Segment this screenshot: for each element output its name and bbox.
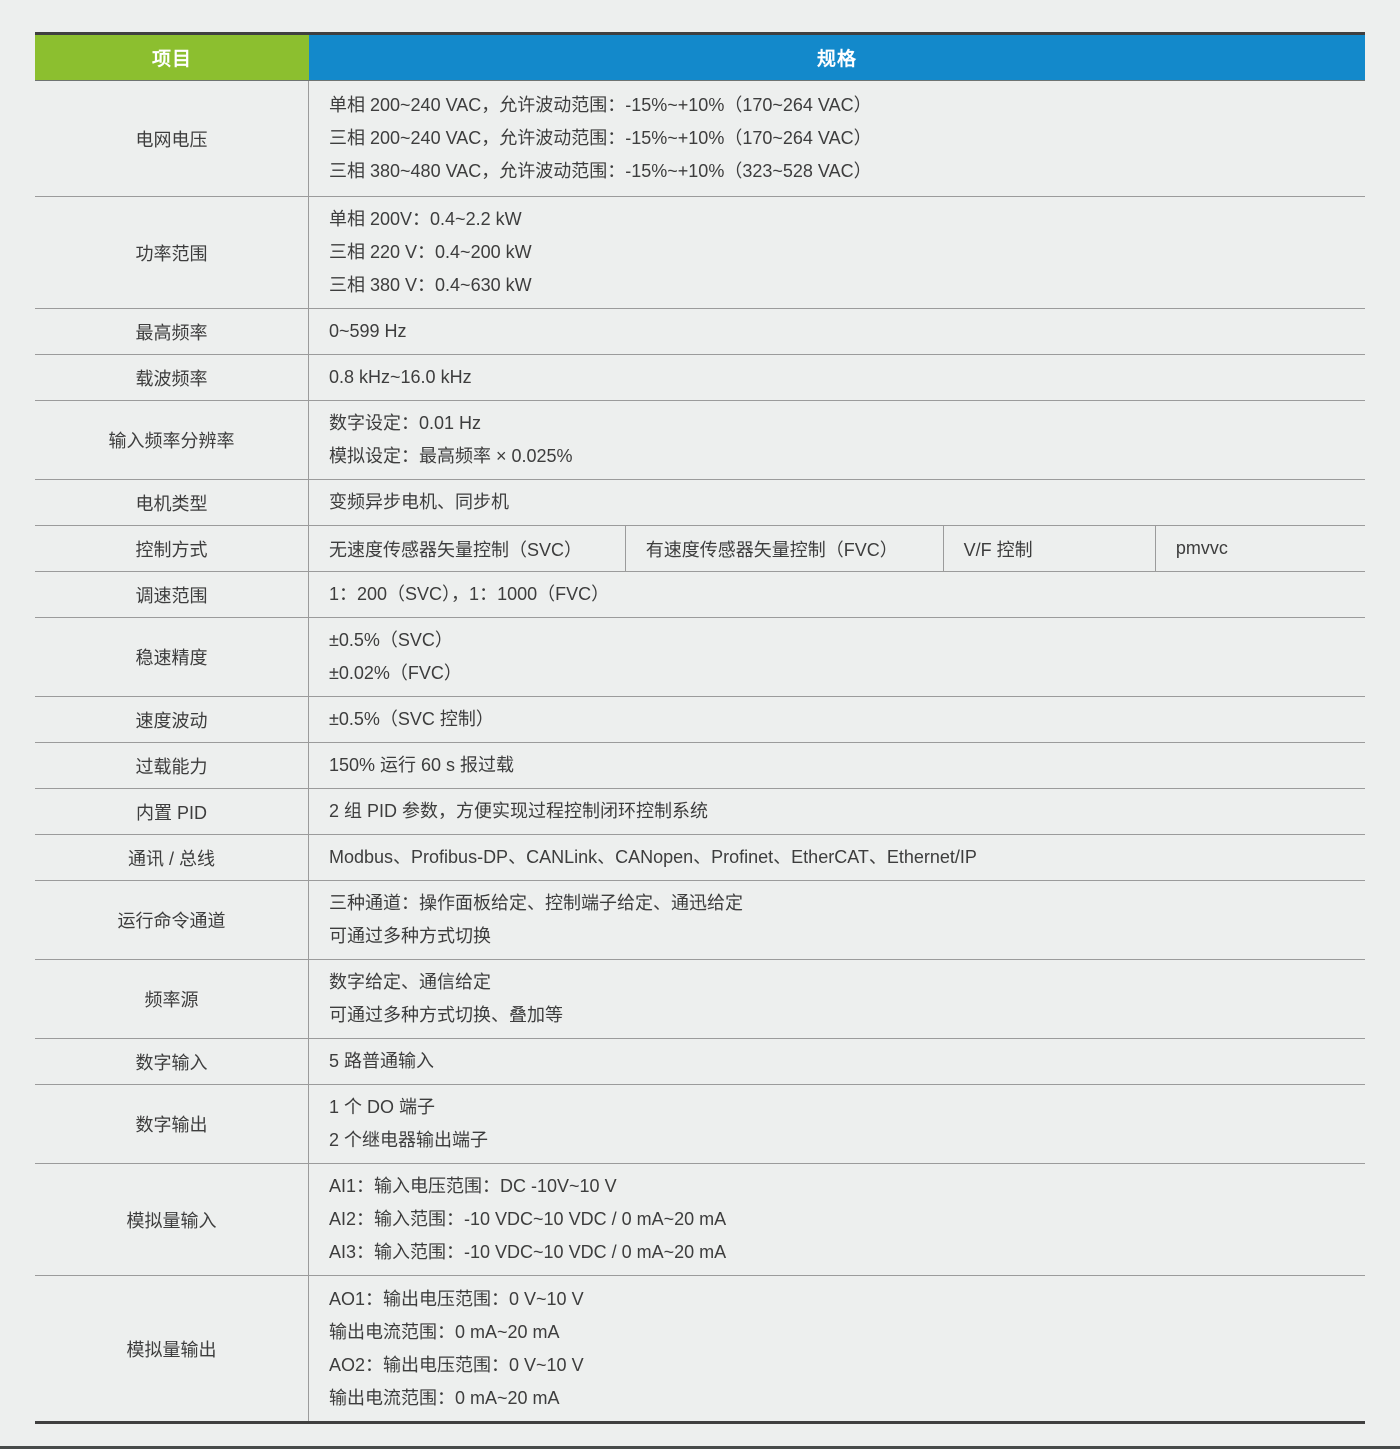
table-row-digital-input: 数字输入 5 路普通输入: [35, 1038, 1365, 1084]
table-row-analog-input: 模拟量输入 AI1：输入电压范围：DC -10V~10 V AI2：输入范围：-…: [35, 1163, 1365, 1275]
row-value: Modbus、Profibus-DP、CANLink、CANopen、Profi…: [309, 835, 1365, 880]
table-row-control-mode: 控制方式 无速度传感器矢量控制（SVC） 有速度传感器矢量控制（FVC） V/F…: [35, 525, 1365, 571]
row-value: ±0.5%（SVC 控制）: [309, 697, 1365, 742]
spec-line: 输出电流范围：0 mA~20 mA: [329, 1321, 560, 1342]
table-row-grid-voltage: 电网电压 单相 200~240 VAC，允许波动范围：-15%~+10%（170…: [35, 81, 1365, 196]
table-row-max-frequency: 最高频率 0~599 Hz: [35, 308, 1365, 354]
spec-line: 三相 200~240 VAC，允许波动范围：-15%~+10%（170~264 …: [329, 128, 872, 148]
row-value: 单相 200V：0.4~2.2 kW 三相 220 V：0.4~200 kW 三…: [309, 197, 1365, 308]
control-mode-cell-fvc: 有速度传感器矢量控制（FVC）: [624, 526, 943, 571]
row-value: 单相 200~240 VAC，允许波动范围：-15%~+10%（170~264 …: [309, 81, 1365, 196]
spec-line: 1：200（SVC），1：1000（FVC）: [329, 584, 610, 604]
row-value: 无速度传感器矢量控制（SVC） 有速度传感器矢量控制（FVC） V/F 控制 p…: [309, 526, 1365, 571]
spec-line: 三相 380~480 VAC，允许波动范围：-15%~+10%（323~528 …: [329, 161, 872, 181]
row-value: 三种通道：操作面板给定、控制端子给定、通迅给定 可通过多种方式切换: [309, 881, 1365, 959]
spec-line: AI1：输入电压范围：DC -10V~10 V: [329, 1176, 617, 1196]
spec-line: AO1：输出电压范围：0 V~10 V: [329, 1288, 584, 1309]
row-value: AI1：输入电压范围：DC -10V~10 V AI2：输入范围：-10 VDC…: [309, 1164, 1365, 1275]
spec-column-header: 规格: [309, 35, 1365, 80]
spec-line: 输出电流范围：0 mA~20 mA: [329, 1387, 560, 1408]
spec-line: 1 个 DO 端子: [329, 1097, 436, 1117]
spec-line: 5 路普通输入: [329, 1051, 435, 1071]
row-label: 速度波动: [35, 697, 309, 742]
row-label: 功率范围: [35, 197, 309, 308]
spec-line: Modbus、Profibus-DP、CANLink、CANopen、Profi…: [329, 847, 977, 867]
table-row-communication-bus: 通讯 / 总线 Modbus、Profibus-DP、CANLink、CANop…: [35, 834, 1365, 880]
item-column-header: 项目: [35, 35, 309, 80]
spec-line: 单相 200V：0.4~2.2 kW: [329, 209, 522, 229]
spec-line: ±0.5%（SVC）: [329, 630, 453, 650]
row-label: 数字输出: [35, 1085, 309, 1163]
table-row-carrier-frequency: 载波频率 0.8 kHz~16.0 kHz: [35, 354, 1365, 400]
table-header-row: 项目 规格: [35, 35, 1365, 81]
spec-line: 150% 运行 60 s 报过载: [329, 755, 515, 775]
row-value: 0~599 Hz: [309, 309, 1365, 354]
control-mode-cell-svc: 无速度传感器矢量控制（SVC）: [329, 539, 583, 560]
row-value: 数字给定、通信给定 可通过多种方式切换、叠加等: [309, 960, 1365, 1038]
row-label: 输入频率分辨率: [35, 401, 309, 479]
row-label: 电机类型: [35, 480, 309, 525]
row-label: 内置 PID: [35, 789, 309, 834]
spec-line: 可通过多种方式切换: [329, 926, 491, 946]
spec-line: 2 个继电器输出端子: [329, 1130, 489, 1150]
table-row-analog-output: 模拟量输出 AO1：输出电压范围：0 V~10 V 输出电流范围：0 mA~20…: [35, 1275, 1365, 1421]
row-value: 数字设定：0.01 Hz 模拟设定：最高频率 × 0.025%: [309, 401, 1365, 479]
row-value: 2 组 PID 参数，方便实现过程控制闭环控制系统: [309, 789, 1365, 834]
spec-line: ±0.5%（SVC 控制）: [329, 709, 494, 729]
spec-line: 三相 380 V：0.4~630 kW: [329, 275, 532, 295]
row-label: 电网电压: [35, 81, 309, 196]
table-row-builtin-pid: 内置 PID 2 组 PID 参数，方便实现过程控制闭环控制系统: [35, 788, 1365, 834]
table-row-motor-type: 电机类型 变频异步电机、同步机: [35, 479, 1365, 525]
spec-line: 变频异步电机、同步机: [329, 492, 509, 512]
spec-line: 2 组 PID 参数，方便实现过程控制闭环控制系统: [329, 801, 709, 821]
spec-line: 0.8 kHz~16.0 kHz: [329, 367, 472, 387]
table-row-speed-fluctuation: 速度波动 ±0.5%（SVC 控制）: [35, 696, 1365, 742]
spec-line: 模拟设定：最高频率 × 0.025%: [329, 446, 573, 466]
row-value: 0.8 kHz~16.0 kHz: [309, 355, 1365, 400]
row-label: 稳速精度: [35, 618, 309, 696]
table-row-input-freq-resolution: 输入频率分辨率 数字设定：0.01 Hz 模拟设定：最高频率 × 0.025%: [35, 400, 1365, 479]
row-value: 150% 运行 60 s 报过载: [309, 743, 1365, 788]
control-mode-cell-pmvvc: pmvvc: [1154, 526, 1365, 571]
spec-table: 项目 规格 电网电压 单相 200~240 VAC，允许波动范围：-15%~+1…: [35, 32, 1365, 1424]
row-value: 变频异步电机、同步机: [309, 480, 1365, 525]
control-mode-cell-vf: V/F 控制: [942, 526, 1155, 571]
spec-line: 三相 220 V：0.4~200 kW: [329, 242, 532, 262]
spec-line: 数字设定：0.01 Hz: [329, 413, 482, 433]
spec-line: 数字给定、通信给定: [329, 972, 491, 992]
row-label: 频率源: [35, 960, 309, 1038]
row-value: 1 个 DO 端子 2 个继电器输出端子: [309, 1085, 1365, 1163]
row-label: 数字输入: [35, 1039, 309, 1084]
spec-line: 单相 200~240 VAC，允许波动范围：-15%~+10%（170~264 …: [329, 95, 872, 115]
row-label: 载波频率: [35, 355, 309, 400]
spec-line: 可通过多种方式切换、叠加等: [329, 1005, 563, 1025]
spec-line: 0~599 Hz: [329, 321, 407, 341]
row-label: 控制方式: [35, 526, 309, 571]
table-row-overload-capacity: 过载能力 150% 运行 60 s 报过载: [35, 742, 1365, 788]
row-label: 模拟量输入: [35, 1164, 309, 1275]
table-row-frequency-source: 频率源 数字给定、通信给定 可通过多种方式切换、叠加等: [35, 959, 1365, 1038]
row-value: AO1：输出电压范围：0 V~10 V 输出电流范围：0 mA~20 mA AO…: [309, 1276, 1365, 1421]
spec-line: AI2：输入范围：-10 VDC~10 VDC / 0 mA~20 mA: [329, 1209, 727, 1229]
spec-line: 三种通道：操作面板给定、控制端子给定、通迅给定: [329, 893, 743, 913]
row-label: 通讯 / 总线: [35, 835, 309, 880]
row-label: 运行命令通道: [35, 881, 309, 959]
spec-line: ±0.02%（FVC）: [329, 663, 462, 683]
table-row-digital-output: 数字输出 1 个 DO 端子 2 个继电器输出端子: [35, 1084, 1365, 1163]
row-label: 模拟量输出: [35, 1276, 309, 1421]
row-label: 调速范围: [35, 572, 309, 617]
table-row-speed-range: 调速范围 1：200（SVC），1：1000（FVC）: [35, 571, 1365, 617]
table-row-run-command-channel: 运行命令通道 三种通道：操作面板给定、控制端子给定、通迅给定 可通过多种方式切换: [35, 880, 1365, 959]
spec-line: AI3：输入范围：-10 VDC~10 VDC / 0 mA~20 mA: [329, 1242, 727, 1262]
spec-line: AO2：输出电压范围：0 V~10 V: [329, 1354, 584, 1375]
row-value: 5 路普通输入: [309, 1039, 1365, 1084]
row-label: 最高频率: [35, 309, 309, 354]
table-row-power-range: 功率范围 单相 200V：0.4~2.2 kW 三相 220 V：0.4~200…: [35, 196, 1365, 308]
row-value: ±0.5%（SVC） ±0.02%（FVC）: [309, 618, 1365, 696]
row-label: 过载能力: [35, 743, 309, 788]
table-row-speed-accuracy: 稳速精度 ±0.5%（SVC） ±0.02%（FVC）: [35, 617, 1365, 696]
page-bottom-edge: [0, 1446, 1400, 1449]
row-value: 1：200（SVC），1：1000（FVC）: [309, 572, 1365, 617]
